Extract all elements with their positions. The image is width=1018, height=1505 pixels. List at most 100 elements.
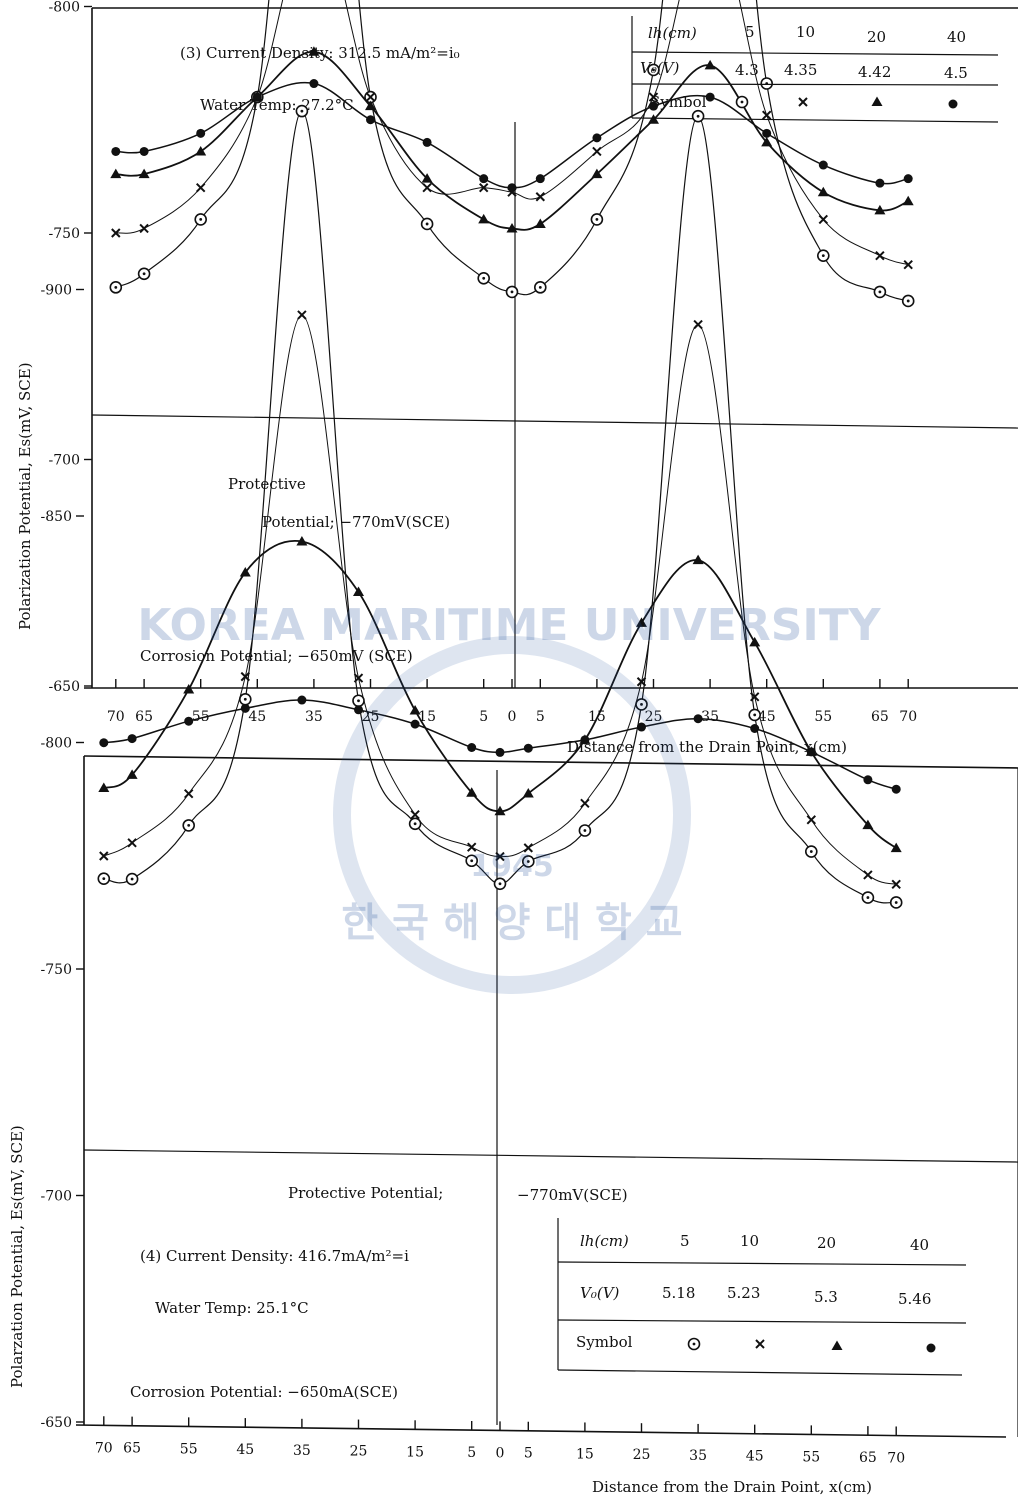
point-2-lh20-12 xyxy=(692,554,704,565)
series-markers-2 xyxy=(97,104,903,909)
series-line-2-lh5 xyxy=(103,110,897,904)
point-1-lh5-15-center xyxy=(878,290,882,294)
watermark-year: 1945 xyxy=(470,849,554,884)
point-2-lh5-14-center xyxy=(809,850,813,853)
y-ticks-2: -900 -850 -800 -750 -700 -650 xyxy=(41,283,84,1431)
y-tick-label-2-5: -650 xyxy=(41,1415,72,1431)
point-2-lh40-14 xyxy=(806,747,816,757)
point-2-lh40-7 xyxy=(467,743,477,753)
chart-1-corrosion: Corrosion Potential; −650mV (SCE) xyxy=(140,647,413,665)
point-2-lh5-0-center xyxy=(102,877,106,881)
x-tick-label-1-4: 35 xyxy=(305,709,323,725)
table-2-lh-label: lh(cm) xyxy=(580,1232,629,1250)
chart-2-protective-value: −770mV(SCE) xyxy=(517,1186,628,1204)
x-tick-label-2-8: 0 xyxy=(496,1445,505,1461)
point-1-lh40-4 xyxy=(309,79,319,89)
point-2-lh10-2 xyxy=(183,788,194,799)
point-2-lh5-13-center xyxy=(753,713,757,717)
table-2-symbol-40 xyxy=(926,1343,936,1353)
chart-2-protective: Protective Potential; xyxy=(288,1184,443,1202)
point-1-lh40-14 xyxy=(818,160,828,170)
point-1-lh20-4 xyxy=(308,46,320,56)
point-2-lh10-16 xyxy=(891,879,901,890)
x-tick-label-1-7: 5 xyxy=(479,709,488,725)
point-1-lh10-10 xyxy=(592,146,602,157)
table-2-symbols xyxy=(687,1337,936,1353)
point-2-lh40-8 xyxy=(495,747,505,757)
x-tick-label-2-14: 55 xyxy=(802,1449,820,1465)
table-1-lh-label: lh(cm) xyxy=(648,24,697,42)
x-tick-label-1-12: 35 xyxy=(701,709,719,725)
point-1-lh20-16 xyxy=(902,195,914,206)
table-1-symbol-label: Symbol xyxy=(650,93,707,111)
point-1-lh20-6 xyxy=(421,173,433,183)
x-tick-label-1-14: 55 xyxy=(814,709,832,725)
point-1-lh10-14 xyxy=(818,214,829,225)
table-2-symbol-5-center xyxy=(692,1342,696,1346)
point-2-lh5-10-center xyxy=(583,829,587,832)
point-2-lh10-1 xyxy=(127,838,137,848)
point-1-lh10-7 xyxy=(478,182,489,193)
x-tick-label-2-11: 25 xyxy=(633,1447,651,1463)
point-2-lh10-3 xyxy=(240,671,251,682)
x-tick-label-1-16: 70 xyxy=(899,709,917,725)
x-tick-label-1-11: 25 xyxy=(645,709,663,725)
point-2-lh40-5 xyxy=(354,705,363,715)
point-1-lh10-11 xyxy=(648,92,659,102)
series-curves-2 xyxy=(103,110,897,904)
x-tick-label-1-1: 65 xyxy=(135,709,153,725)
x-tick-label-1-3: 45 xyxy=(248,709,266,725)
table-1-symbol-10 xyxy=(798,97,808,107)
point-1-lh40-16 xyxy=(903,174,913,184)
point-2-lh20-0 xyxy=(98,782,110,793)
point-2-lh40-2 xyxy=(184,716,194,726)
protective-line-2 xyxy=(83,1149,1018,1163)
x-tick-label-2-16: 70 xyxy=(887,1450,905,1466)
point-2-lh10-6 xyxy=(410,810,420,820)
chart-2-corrosion: Corrosion Potential: −650mA(SCE) xyxy=(130,1383,398,1401)
point-1-lh10-5 xyxy=(365,92,376,102)
point-2-lh40-11 xyxy=(637,722,646,732)
point-2-lh10-7 xyxy=(466,842,477,852)
point-1-lh20-10 xyxy=(591,168,603,179)
chart-2-xlabel: Distance from the Drain Point, x(cm) xyxy=(592,1478,872,1496)
x-tick-label-1-15: 65 xyxy=(871,709,889,725)
table-2-symbol-label: Symbol xyxy=(576,1333,633,1351)
point-2-lh20-7 xyxy=(466,787,478,797)
point-2-lh20-15 xyxy=(862,819,874,830)
table-2-v-label: V₀(V) xyxy=(580,1284,620,1302)
point-2-lh20-5 xyxy=(353,586,364,597)
table-1-v2: 4.42 xyxy=(858,63,891,81)
table-2-v1: 5.23 xyxy=(727,1284,760,1302)
point-1-lh40-6 xyxy=(422,137,432,147)
x-tick-label-2-12: 35 xyxy=(689,1448,707,1464)
point-2-lh40-1 xyxy=(127,734,137,744)
x-tick-label-1-2: 55 xyxy=(192,709,210,725)
legend-table-2: lh(cm) 5 10 20 40 V₀(V) 5.18 5.23 5.3 5.… xyxy=(557,1218,967,1376)
point-2-lh10-5 xyxy=(353,673,364,683)
watermark-korean: 한 국 해 양 대 학 교 xyxy=(341,900,682,946)
university-watermark: KOREA MARITIME UNIVERSITY 1945 한 국 해 양 대… xyxy=(137,600,882,994)
point-1-lh5-7-center xyxy=(482,276,486,280)
x-tick-label-2-9: 5 xyxy=(524,1446,533,1462)
point-2-lh40-15 xyxy=(863,775,873,785)
point-2-lh40-12 xyxy=(693,714,703,724)
point-1-lh40-15 xyxy=(875,178,885,188)
point-2-lh20-11 xyxy=(636,617,647,627)
x-tick-label-2-13: 45 xyxy=(746,1449,764,1465)
point-2-lh20-6 xyxy=(409,705,421,715)
point-2-lh20-4 xyxy=(296,535,308,546)
point-1-lh40-12 xyxy=(705,92,715,102)
point-1-lh40-2 xyxy=(196,128,206,138)
point-2-lh10-14 xyxy=(806,815,817,825)
point-2-lh10-15 xyxy=(863,870,873,880)
point-1-lh10-6 xyxy=(422,182,432,193)
x-tick-label-2-5: 25 xyxy=(350,1444,368,1460)
legend-table-1: lh(cm) 5 10 20 40 V₀(V) 4.3 4.35 4.42 4.… xyxy=(631,16,999,123)
point-2-lh20-2 xyxy=(183,683,195,694)
table-1-v0: 4.3 xyxy=(735,61,759,79)
point-1-lh40-10 xyxy=(592,133,602,143)
chart-2-subtitle: Water Temp: 25.1°C xyxy=(155,1299,309,1317)
point-1-lh5-2-center xyxy=(199,218,203,221)
x-tick-label-2-4: 35 xyxy=(293,1443,311,1459)
